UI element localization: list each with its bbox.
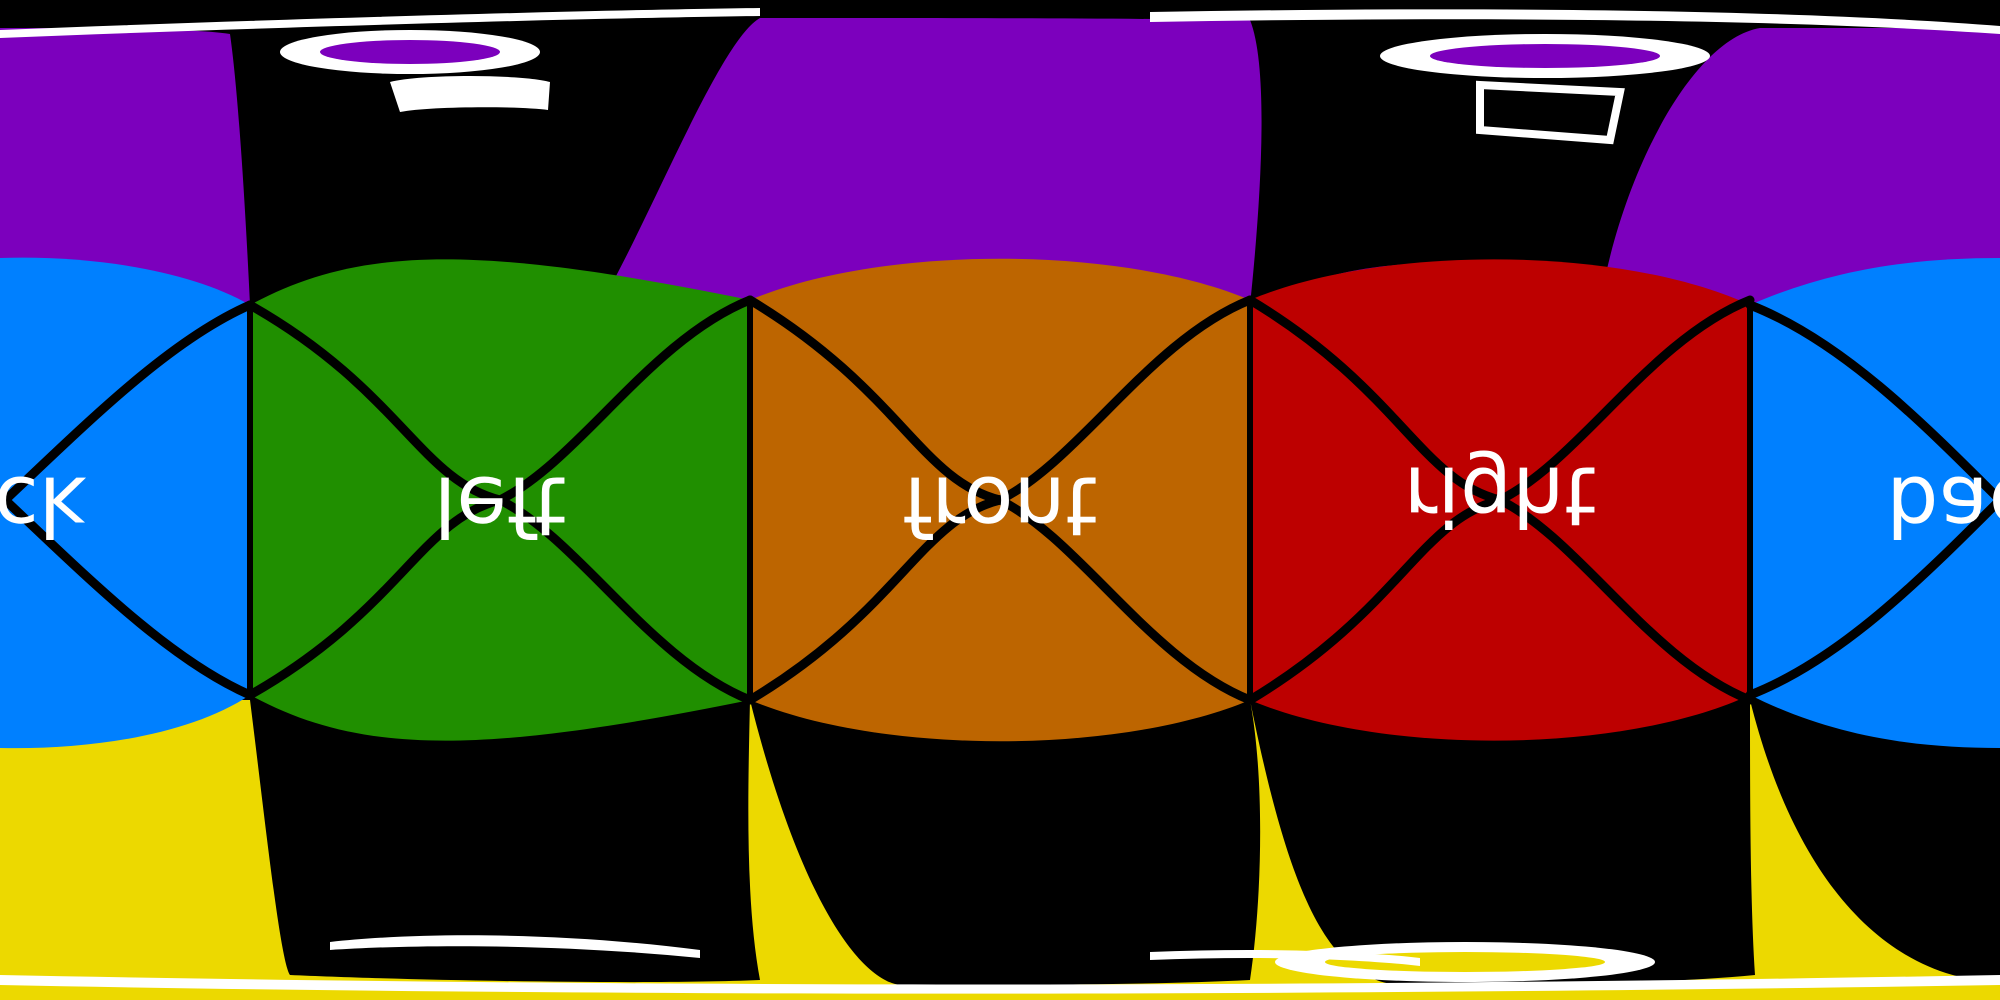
glyph-bottom-1 [330,935,700,958]
label-back-left: ck [0,458,87,553]
distorted-text-top [0,8,2000,145]
top-band-stroke-2 [1150,9,2000,34]
seam-back-right-low [1745,495,2000,700]
glyph-top-2-hole [1430,44,1660,68]
label-back-right: bac [1886,458,2000,553]
face-back-left-fill [0,257,250,749]
top-face-fill [0,18,2000,305]
seam-back-left-low [0,490,255,700]
glyph-top-4 [1476,80,1625,145]
top-face [0,18,2000,305]
face-back-right-fill [1750,258,2000,748]
glyph-bottom-3 [1150,950,1420,966]
bottom-face [0,700,2000,1000]
seam-back-right [1745,300,2000,505]
glyph-top-1-hole [320,40,500,64]
bottom-face-fill [0,700,2000,1000]
label-front: front [902,458,1097,553]
label-right: right [1404,448,1597,543]
label-left: left [434,458,567,553]
face-labels: ck left front right bac [0,448,2000,553]
seam-right-b [1245,295,1755,705]
seam-lines [0,295,2000,705]
top-band-stroke [0,8,760,38]
bottom-band-stroke [0,975,2000,994]
seam-front-b [745,295,1255,705]
glyph-top-3 [390,76,550,112]
seam-back-left [0,300,255,510]
distorted-text-bottom [0,935,2000,994]
seam-left-b [245,295,755,700]
